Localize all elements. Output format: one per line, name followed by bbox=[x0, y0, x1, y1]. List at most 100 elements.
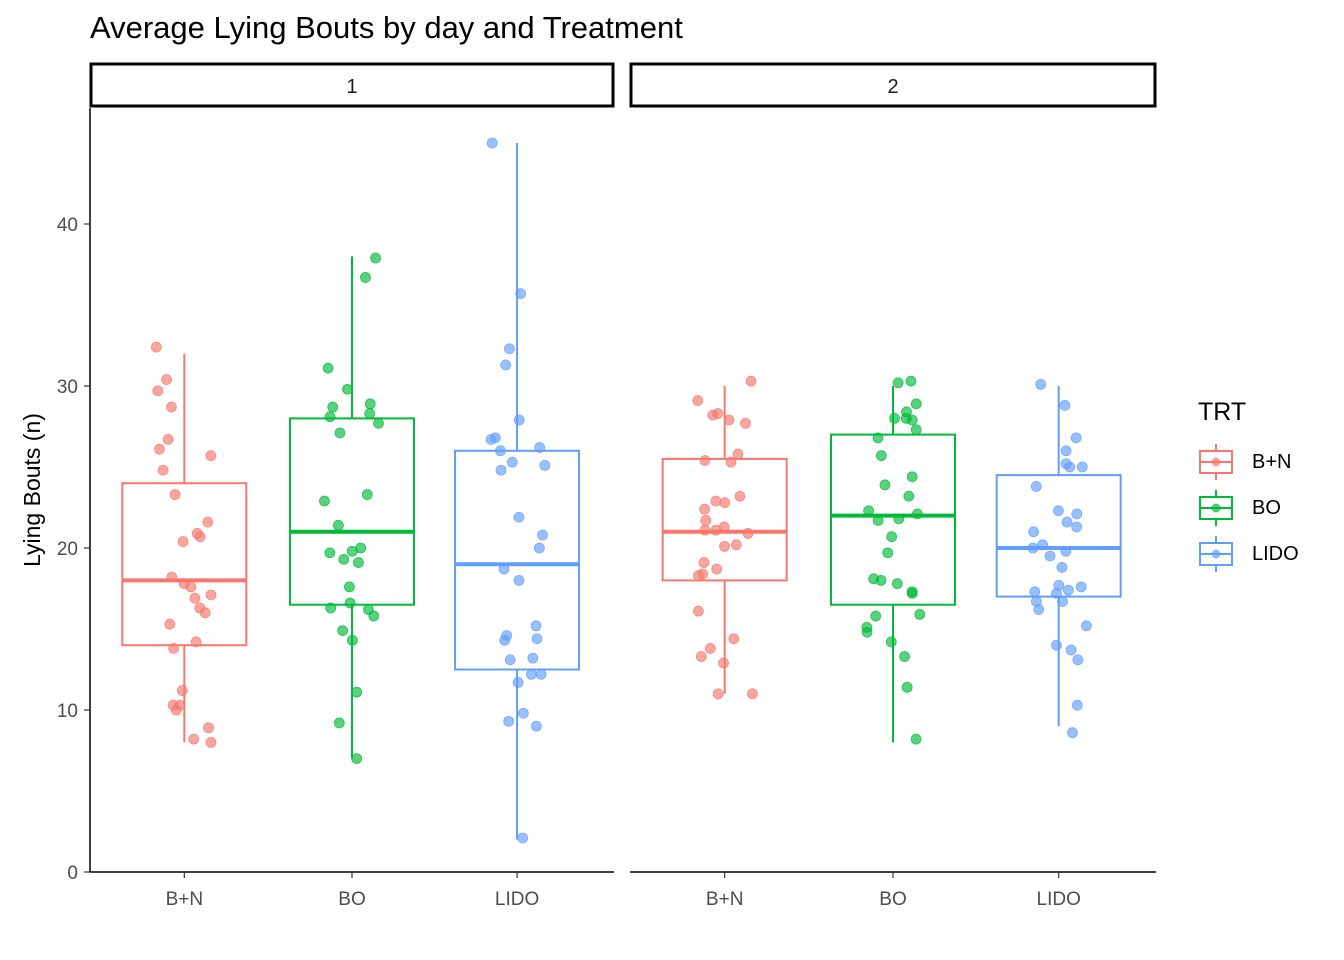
data-point bbox=[711, 563, 723, 575]
data-point bbox=[745, 375, 757, 387]
y-tick-label: 30 bbox=[57, 377, 78, 398]
data-point bbox=[194, 531, 206, 543]
data-point bbox=[364, 398, 376, 410]
data-point bbox=[337, 625, 348, 637]
data-point bbox=[911, 508, 923, 520]
data-point bbox=[872, 432, 884, 444]
data-point bbox=[707, 409, 719, 421]
data-point bbox=[486, 137, 498, 149]
facet-strip-label: 2 bbox=[887, 76, 898, 98]
data-point bbox=[513, 414, 525, 426]
data-point bbox=[1072, 654, 1084, 666]
data-point bbox=[692, 570, 704, 581]
data-point bbox=[325, 602, 337, 614]
data-point bbox=[319, 495, 330, 507]
data-point bbox=[718, 657, 729, 669]
data-point bbox=[1029, 586, 1041, 598]
data-point bbox=[205, 450, 217, 462]
data-point bbox=[535, 668, 547, 680]
data-point bbox=[863, 505, 875, 517]
data-point bbox=[515, 288, 527, 300]
data-point bbox=[530, 620, 542, 632]
data-point bbox=[875, 575, 887, 586]
data-point bbox=[700, 515, 712, 526]
data-point bbox=[740, 417, 751, 429]
data-point bbox=[351, 753, 363, 764]
data-point bbox=[169, 489, 181, 500]
legend-title: TRT bbox=[1198, 398, 1247, 426]
legend-label: BO bbox=[1252, 496, 1281, 519]
data-point bbox=[205, 589, 217, 601]
data-point bbox=[344, 581, 355, 593]
data-point bbox=[906, 471, 918, 483]
data-point bbox=[1027, 542, 1039, 554]
data-point bbox=[361, 489, 373, 500]
data-point bbox=[723, 414, 735, 426]
data-point bbox=[1060, 445, 1072, 457]
data-point bbox=[364, 408, 376, 419]
data-point bbox=[534, 442, 546, 453]
data-point bbox=[698, 557, 710, 568]
y-tick-label: 40 bbox=[57, 215, 78, 236]
data-point bbox=[512, 677, 524, 688]
data-point bbox=[170, 704, 182, 716]
chart-title: Average Lying Bouts by day and Treatment bbox=[90, 10, 683, 45]
data-point bbox=[861, 626, 873, 638]
data-point bbox=[506, 456, 518, 468]
legend-key bbox=[1198, 536, 1234, 572]
box bbox=[830, 433, 956, 606]
data-point bbox=[719, 497, 731, 509]
facet-strip-label: 1 bbox=[346, 76, 357, 98]
data-point bbox=[893, 513, 905, 525]
data-point bbox=[699, 503, 711, 515]
data-point bbox=[324, 547, 336, 559]
data-point bbox=[338, 553, 350, 565]
data-point bbox=[730, 539, 742, 551]
data-point bbox=[188, 733, 200, 745]
data-point bbox=[346, 545, 358, 557]
data-point bbox=[539, 459, 551, 471]
data-point bbox=[712, 688, 724, 700]
data-point bbox=[351, 686, 363, 698]
data-point bbox=[504, 654, 516, 666]
data-point bbox=[1061, 516, 1073, 528]
data-point bbox=[517, 707, 529, 719]
data-point bbox=[164, 618, 176, 630]
data-point bbox=[910, 424, 922, 436]
data-point bbox=[537, 529, 548, 541]
data-point bbox=[368, 610, 380, 622]
data-point bbox=[889, 412, 900, 424]
legend-item: BO bbox=[1198, 485, 1299, 531]
x-tick-label: LIDO bbox=[495, 889, 539, 910]
data-point bbox=[199, 607, 211, 619]
data-point bbox=[1075, 581, 1087, 593]
y-tick-label: 10 bbox=[57, 701, 78, 722]
data-point bbox=[870, 610, 882, 622]
data-point bbox=[177, 536, 189, 547]
data-point bbox=[322, 362, 334, 374]
box bbox=[661, 457, 788, 582]
x-tick-label: BO bbox=[879, 889, 906, 910]
data-point bbox=[910, 398, 922, 410]
box bbox=[995, 474, 1122, 598]
data-point bbox=[503, 715, 515, 727]
data-point bbox=[1057, 596, 1068, 607]
data-point bbox=[203, 722, 214, 734]
data-point bbox=[892, 377, 904, 389]
data-point bbox=[495, 464, 507, 476]
data-point bbox=[906, 587, 918, 599]
legend-item: LIDO bbox=[1198, 531, 1299, 577]
data-point bbox=[891, 578, 903, 590]
data-point bbox=[1035, 378, 1047, 390]
data-point bbox=[533, 542, 545, 554]
data-point bbox=[875, 450, 887, 462]
data-point bbox=[1062, 584, 1074, 596]
data-point bbox=[1070, 432, 1082, 444]
data-point bbox=[1033, 604, 1045, 615]
data-point bbox=[370, 252, 382, 264]
data-point bbox=[1056, 562, 1068, 573]
data-point bbox=[886, 531, 898, 543]
data-point bbox=[154, 443, 165, 455]
data-point bbox=[1071, 521, 1083, 533]
